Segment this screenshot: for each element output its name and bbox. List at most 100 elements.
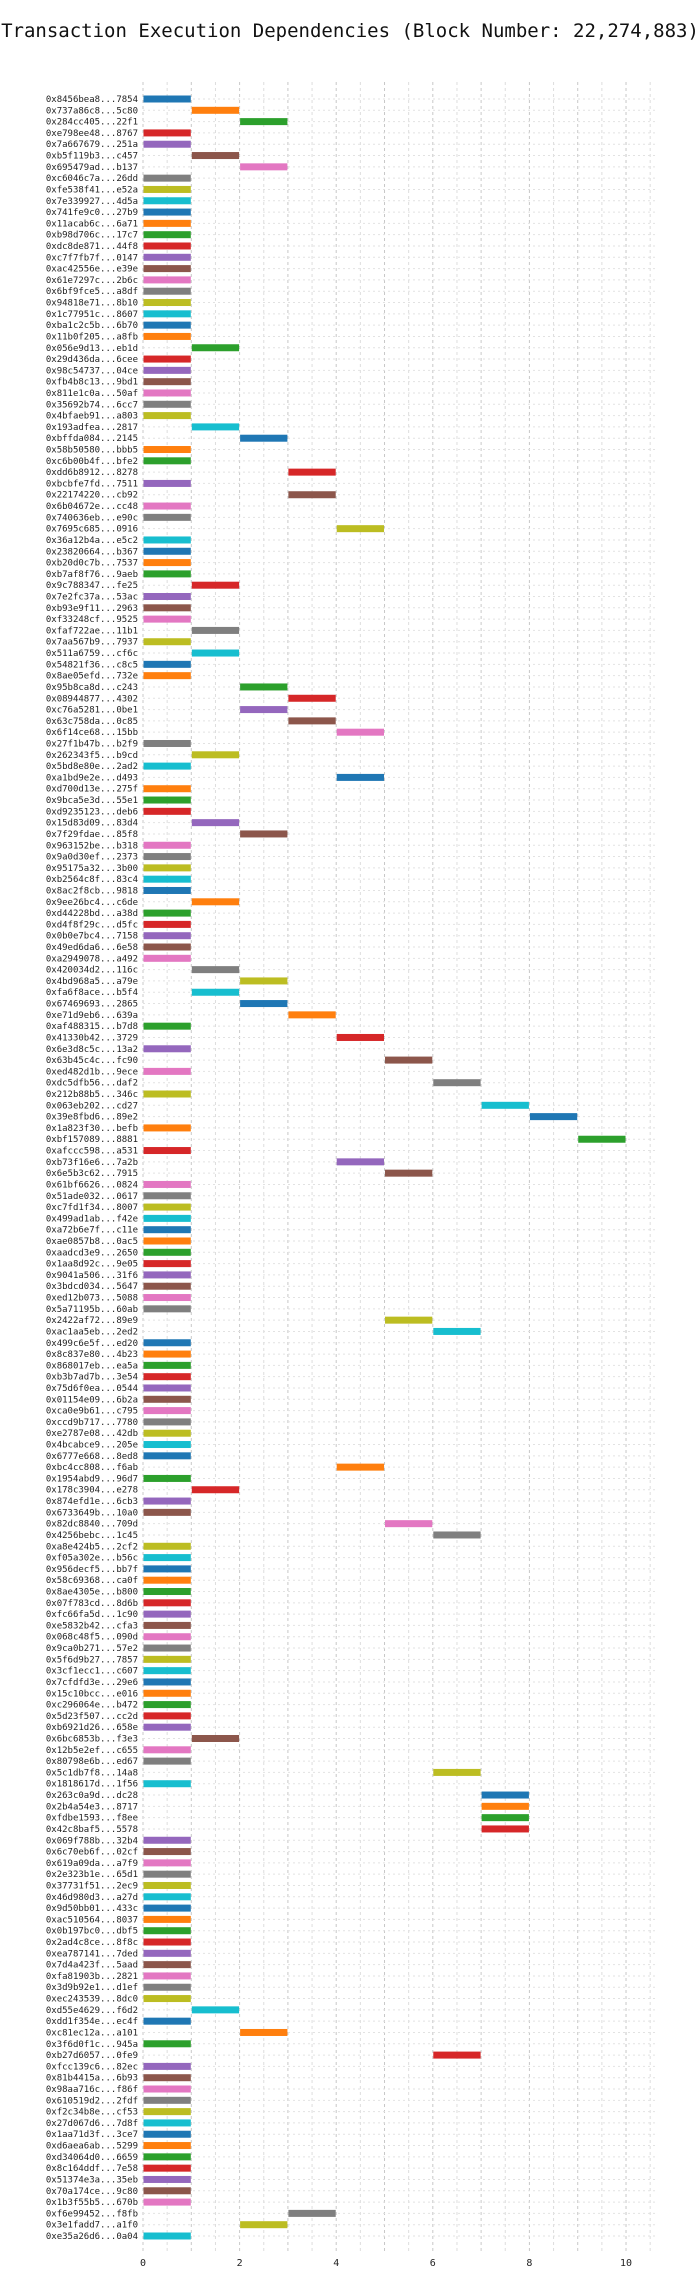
x-tick-label: 0	[140, 2258, 146, 2269]
transaction-bar	[143, 1180, 191, 1188]
transaction-bar	[143, 1192, 191, 1200]
transaction-bar	[143, 174, 191, 182]
transaction-bar	[143, 366, 191, 374]
transaction-bar	[143, 1350, 191, 1358]
transaction-label: 0xfa6f8ace...b5f4	[46, 988, 138, 998]
transaction-bar	[143, 1961, 191, 1969]
transaction-bar	[143, 1067, 191, 1075]
transaction-label: 0xfaf722ae...11b1	[46, 626, 138, 636]
transaction-bar	[143, 593, 191, 601]
transaction-label: 0x8c837e80...4b23	[46, 1350, 138, 1360]
transaction-label: 0xb98d706c...17c7	[46, 231, 138, 241]
transaction-label: 0xdc5dfb56...daf2	[46, 1079, 138, 1089]
transaction-label: 0x7cfdfd3e...29e6	[46, 1678, 138, 1688]
transaction-label: 0x6777e668...8ed8	[46, 1452, 138, 1462]
transaction-label: 0xc296064e...b472	[46, 1701, 138, 1711]
transaction-bar	[336, 1033, 385, 1041]
transaction-bar	[143, 1339, 191, 1347]
transaction-label: 0x9c788347...fe25	[46, 581, 138, 591]
transaction-label: 0x056e9d13...eb1d	[46, 344, 138, 354]
transaction-label: 0xdd6b8912...8278	[46, 468, 138, 478]
transaction-bar	[385, 1520, 433, 1528]
transaction-bar	[143, 2164, 191, 2172]
transaction-bar	[143, 242, 191, 250]
transaction-label: 0xfdbe1593...f8ee	[46, 1814, 138, 1824]
transaction-label: 0x46d980d3...a27d	[46, 1893, 138, 1903]
transaction-bar	[143, 841, 191, 849]
transaction-label: 0x6e5b3c62...7915	[46, 1169, 138, 1179]
transaction-label: 0x23820664...b367	[46, 547, 138, 557]
transaction-label: 0xe71d9eb6...639a	[46, 1011, 138, 1021]
transaction-label: 0x36a12b4a...e5c2	[46, 536, 138, 546]
transaction-bar	[143, 1124, 191, 1132]
transaction-label: 0x1954abd9...96d7	[46, 1474, 138, 1484]
transaction-label: 0xbc4cc808...f6ab	[46, 1463, 138, 1473]
transaction-label: 0x63c758da...0c85	[46, 717, 138, 727]
transaction-bar	[240, 830, 288, 838]
transaction-bar	[143, 1147, 191, 1155]
transaction-label: 0x8c164ddf...7e58	[46, 2164, 138, 2174]
transaction-bar	[143, 864, 191, 872]
transaction-bar	[191, 819, 240, 827]
transaction-label: 0x9ee26bc4...c6de	[46, 898, 138, 908]
transaction-bar	[143, 1373, 191, 1381]
transaction-bar	[143, 1214, 191, 1222]
transaction-label: 0x0b197bc0...dbf5	[46, 1927, 138, 1937]
transaction-bar	[481, 1101, 529, 1109]
transaction-bar	[143, 1588, 191, 1596]
transaction-label: 0xd55e4629...f6d2	[46, 2006, 138, 2016]
transaction-bar	[143, 1836, 191, 1844]
transaction-bar	[143, 1927, 191, 1935]
transaction-bar	[143, 265, 191, 273]
transaction-bar	[240, 2028, 288, 2036]
transaction-bar	[143, 1621, 191, 1629]
transaction-label: 0x54821f36...c8c5	[46, 660, 138, 670]
transaction-bar	[143, 1983, 191, 1991]
transaction-label: 0x178c3904...e278	[46, 1486, 138, 1496]
transaction-label: 0x262343f5...b9cd	[46, 751, 138, 761]
transaction-label: 0x11acab6c...6a71	[46, 219, 138, 229]
transaction-bar	[240, 434, 288, 442]
transaction-bar	[143, 1497, 191, 1505]
transaction-bar	[143, 287, 191, 295]
transaction-label: 0xb27d6057...0fe9	[46, 2051, 138, 2061]
transaction-bar	[143, 208, 191, 216]
x-tick-label: 8	[526, 2258, 532, 2269]
transaction-bar	[433, 1531, 481, 1539]
transaction-label: 0xd4f8f29c...d5fc	[46, 920, 138, 930]
transaction-label: 0xa8e424b5...2cf2	[46, 1542, 138, 1552]
transaction-label: 0x420034d2...116c	[46, 966, 138, 976]
transaction-bar	[336, 728, 385, 736]
transaction-label: 0x5d23f507...cc2d	[46, 1712, 138, 1722]
transaction-bar	[143, 400, 191, 408]
transaction-bar	[481, 1802, 529, 1810]
transaction-label: 0x1a823f30...befb	[46, 1124, 138, 1134]
transaction-label: 0x9041a506...31f6	[46, 1271, 138, 1281]
transaction-label: 0x1aa71d3f...3ce7	[46, 2130, 138, 2140]
transaction-bar	[143, 909, 191, 917]
transaction-label: 0x8ac2f8cb...9818	[46, 886, 138, 896]
grid-lines	[142, 82, 655, 2252]
transaction-label: 0x6bf9fce5...a8df	[46, 287, 138, 297]
transaction-bar	[143, 457, 191, 465]
transaction-label: 0x8ae05efd...732e	[46, 672, 138, 682]
transaction-label: 0x2ad4c8ce...8f8c	[46, 1938, 138, 1948]
x-tick-label: 6	[430, 2258, 436, 2269]
transaction-label: 0xafccc598...a531	[46, 1147, 138, 1157]
transaction-bar	[143, 2153, 191, 2161]
transaction-bar	[143, 299, 191, 307]
transaction-bar	[143, 2085, 191, 2093]
transaction-label: 0x737a86c8...5c80	[46, 106, 138, 116]
transaction-label: 0x1b3f55b5...670b	[46, 2198, 138, 2208]
transaction-bar	[191, 751, 240, 759]
transaction-bar	[240, 1000, 288, 1008]
transaction-bar	[143, 2187, 191, 2195]
transaction-bar	[143, 502, 191, 510]
transaction-label: 0xd34064d0...6659	[46, 2153, 138, 2163]
transaction-bar	[143, 1655, 191, 1663]
transaction-label: 0x9ca0b271...57e2	[46, 1644, 138, 1654]
transaction-bar	[481, 1791, 529, 1799]
transaction-label: 0xb93e9f11...2963	[46, 604, 138, 614]
transaction-bar	[143, 2198, 191, 2206]
transaction-bar	[143, 853, 191, 861]
